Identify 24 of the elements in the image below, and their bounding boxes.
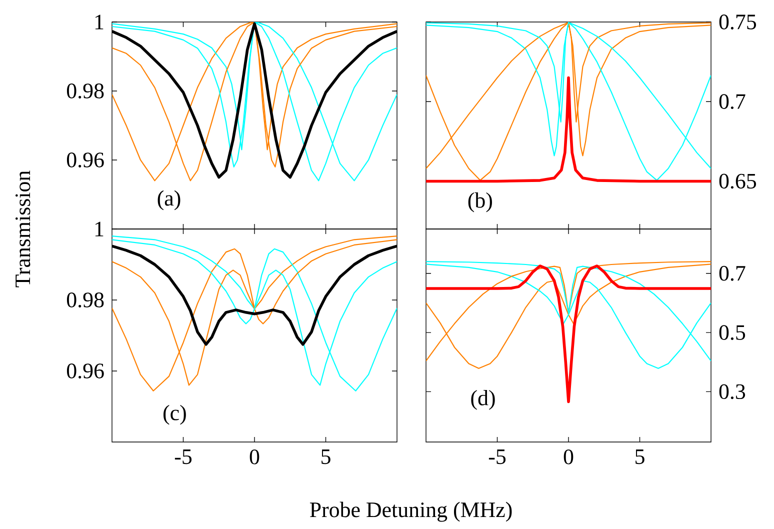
annotation: (d) xyxy=(471,390,495,410)
annotation: (b) xyxy=(468,192,492,212)
x-tick-label: 0 xyxy=(564,450,574,464)
annotation: (a) xyxy=(158,190,180,210)
y-tick-label: 0.96 xyxy=(66,152,104,168)
y-tick-label: 0.5 xyxy=(719,325,746,340)
y-tick-label: 0.7 xyxy=(719,94,746,110)
y-tick-label: 0.3 xyxy=(719,384,746,400)
x-tick-label: 5 xyxy=(322,449,330,464)
y-tick-label: 1 xyxy=(95,14,104,30)
y-tick-label: 0.7 xyxy=(719,266,746,281)
x-tick-label: 5 xyxy=(636,449,644,464)
x-tick-label: -5 xyxy=(488,449,506,464)
y-tick-label: 0.98 xyxy=(66,84,104,98)
y-tick-label: 0.75 xyxy=(719,14,756,30)
annotation: (c) xyxy=(164,404,186,425)
x-tick-label: -5 xyxy=(174,449,192,464)
x-axis-title: Probe Detuning (MHz) xyxy=(310,502,512,522)
y-tick-label: 1 xyxy=(95,222,104,236)
y-tick-label: 0.98 xyxy=(66,292,104,308)
y-tick-label: 0.65 xyxy=(719,174,756,189)
y-axis-title: Transmission xyxy=(15,170,30,288)
x-tick-label: 0 xyxy=(250,450,260,464)
y-tick-label: 0.96 xyxy=(66,364,104,378)
